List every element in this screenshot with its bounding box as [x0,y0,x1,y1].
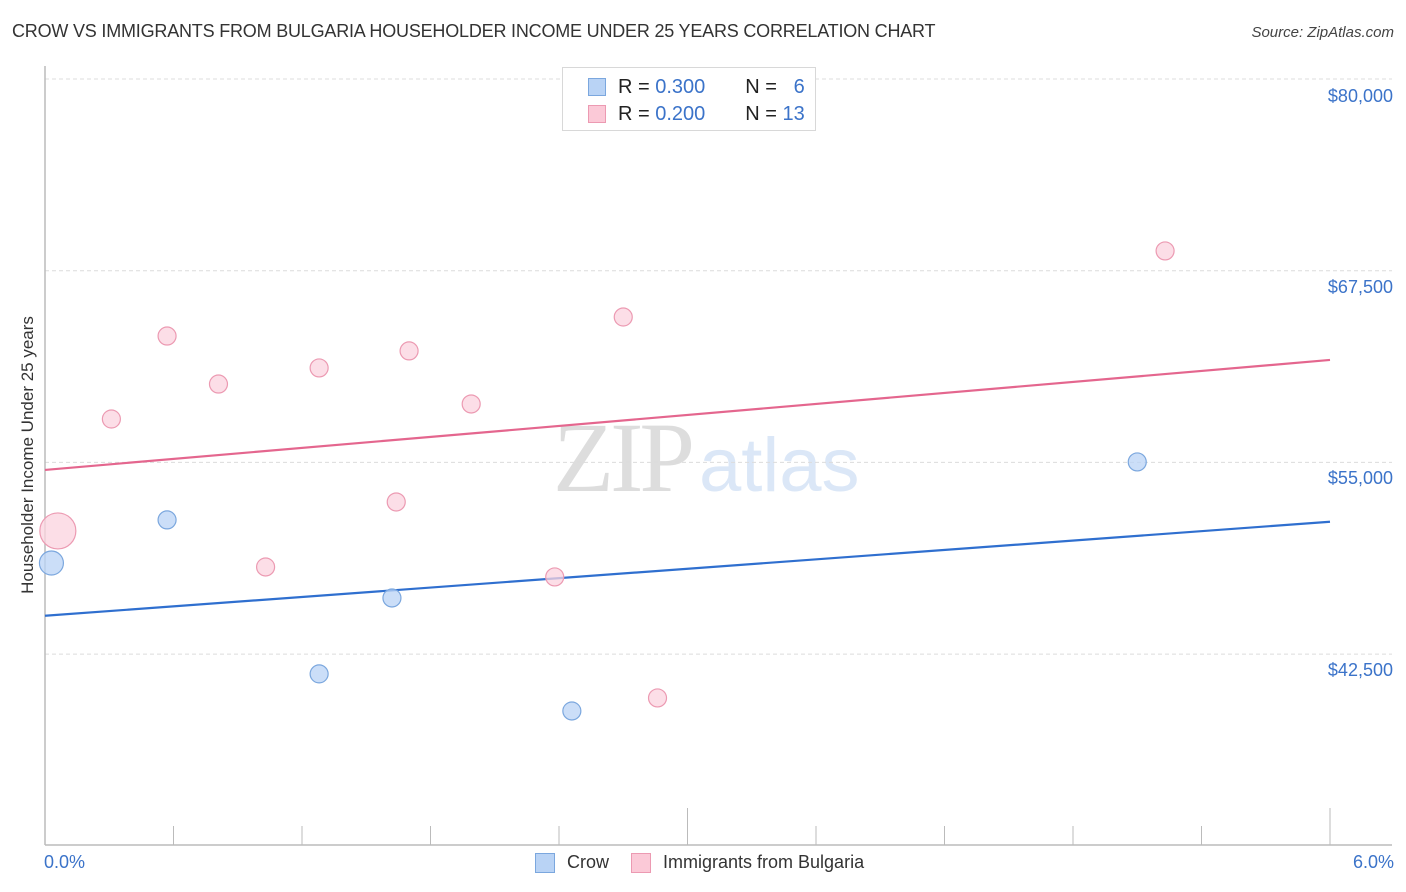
legend-label-crow: Crow [567,852,610,872]
trendlines [44,358,1331,617]
legend-label-bulgaria: Immigrants from Bulgaria [663,852,865,872]
legend-item-bulgaria[interactable]: Immigrants from Bulgaria [631,852,864,873]
r-label: R = [618,75,650,98]
data-point-crow [38,550,65,576]
data-point-bulgaria [647,688,668,708]
axes [44,66,1392,846]
r-value-bulgaria: 0.200 [655,102,706,125]
points-bulgaria [39,241,1175,708]
trendline-bulgaria [44,358,1331,472]
data-point-bulgaria [1155,241,1175,261]
data-point-crow [1127,452,1147,472]
y-tick-67500: $67,500 [1327,277,1393,297]
data-point-bulgaria [545,567,565,587]
data-point-bulgaria [255,557,276,577]
data-point-bulgaria [39,512,77,550]
data-point-bulgaria [386,492,406,512]
n-value-bulgaria: 13 [782,102,805,125]
watermark-atlas: atlas [699,423,860,508]
n-label: N = [745,102,777,125]
crow-swatch-icon [535,852,555,873]
legend-row-bulgaria: R = 0.200 N = 13 [588,102,805,126]
data-point-crow [382,588,402,608]
data-point-crow [157,510,177,530]
legend-item-crow[interactable]: Crow [535,852,609,873]
x-tick-max: 6.0% [1352,852,1394,872]
data-point-crow [562,701,582,721]
y-tick-42500: $42,500 [1327,660,1393,680]
data-point-bulgaria [309,358,329,378]
correlation-legend: R = 0.300 N = 6 R = 0.200 N = 13 [562,67,816,131]
data-point-bulgaria [101,409,121,429]
data-point-bulgaria [613,307,633,327]
data-point-bulgaria [208,374,229,394]
x-tick-min: 0.0% [44,852,86,872]
chart-title: CROW VS IMMIGRANTS FROM BULGARIA HOUSEHO… [12,21,936,41]
series-legend: Crow Immigrants from Bulgaria [535,852,886,873]
data-point-bulgaria [461,394,481,414]
n-label: N = [745,75,777,98]
r-value-crow: 0.300 [655,75,706,98]
y-tick-55000: $55,000 [1327,468,1393,488]
gridlines [45,78,1392,655]
y-tick-80000: $80,000 [1327,86,1393,106]
n-value-crow: 6 [793,75,805,98]
r-label: R = [618,102,650,125]
bulgaria-swatch-icon [631,852,652,873]
points-crow [38,452,1147,721]
data-point-bulgaria [157,326,177,346]
crow-swatch-icon [588,78,606,96]
bulgaria-swatch-icon [588,105,606,123]
y-axis-label: Householder Income Under 25 years [18,316,37,594]
legend-row-crow: R = 0.300 N = 6 [588,75,805,99]
data-point-crow [309,664,329,684]
source-label: Source: ZipAtlas.com [1251,24,1394,41]
trendline-crow [44,520,1331,617]
data-point-bulgaria [399,341,419,361]
